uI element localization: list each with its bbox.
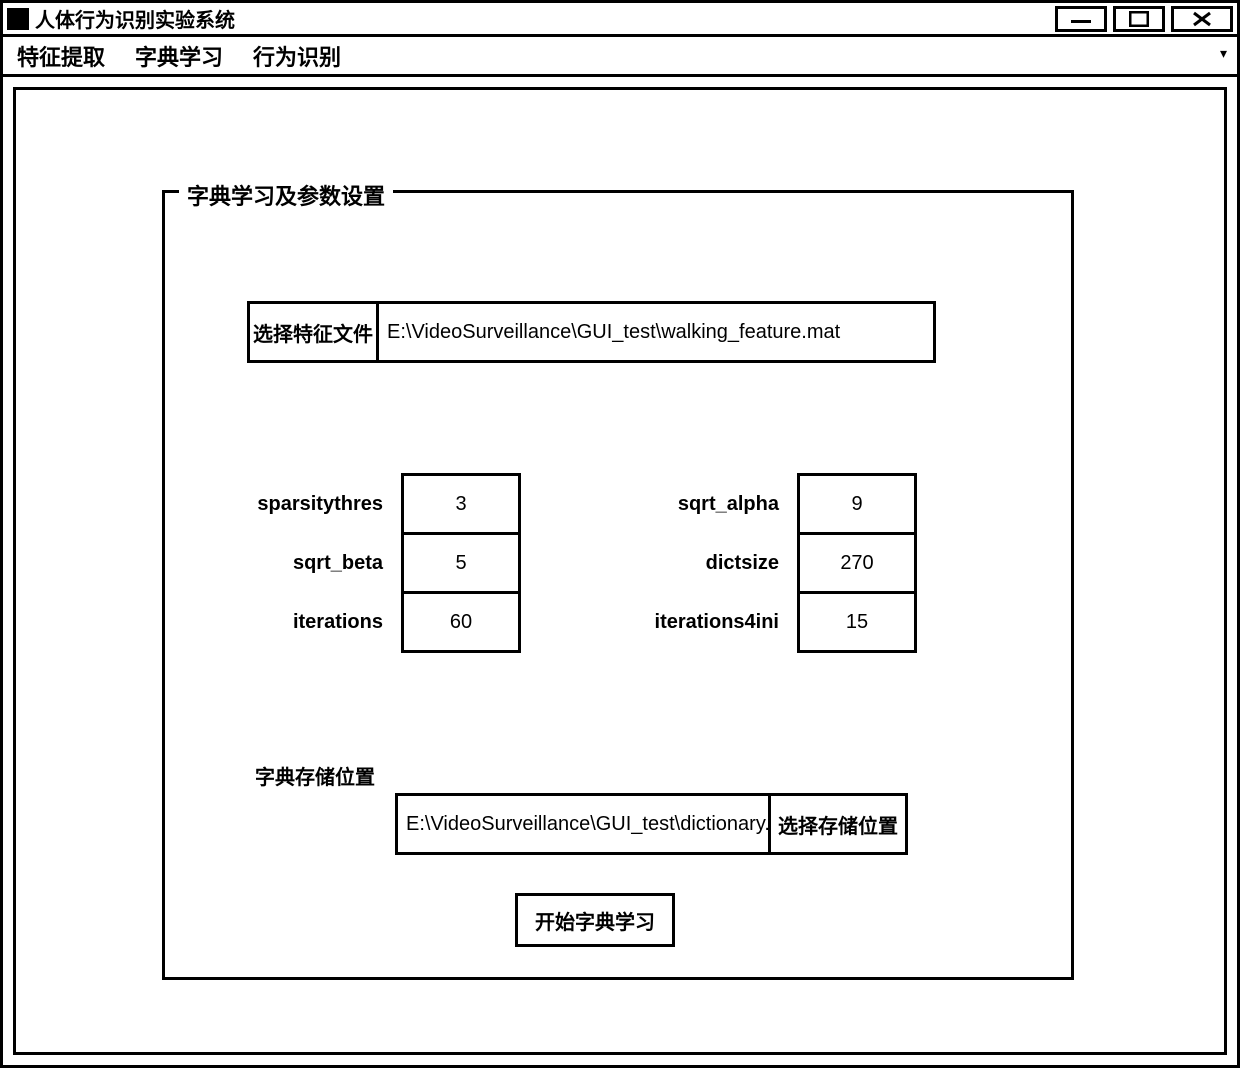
- window-title: 人体行为识别实验系统: [35, 4, 235, 33]
- close-icon: [1192, 11, 1212, 27]
- select-save-location-button[interactable]: 选择存储位置: [768, 793, 908, 855]
- menubar: 特征提取 字典学习 行为识别 ▾: [3, 37, 1237, 77]
- feature-file-path-field[interactable]: E:\VideoSurveillance\GUI_test\walking_fe…: [376, 301, 936, 363]
- label-sqrt-beta: sqrt_beta: [255, 552, 401, 575]
- param-sqrt-alpha: sqrt_alpha 9: [637, 473, 917, 535]
- param-iterations: iterations 60: [255, 591, 521, 653]
- save-location-label: 字典存储位置: [255, 761, 375, 790]
- groupbox-title: 字典学习及参数设置: [179, 179, 393, 211]
- minimize-button[interactable]: [1055, 6, 1107, 32]
- menu-action-recognition[interactable]: 行为识别: [253, 40, 341, 72]
- label-dictsize: dictsize: [637, 552, 797, 575]
- input-iterations4ini[interactable]: 15: [797, 591, 917, 653]
- menu-feature-extraction[interactable]: 特征提取: [17, 40, 105, 72]
- content-panel: 字典学习及参数设置 选择特征文件 E:\VideoSurveillance\GU…: [13, 87, 1227, 1055]
- menu-dictionary-learning[interactable]: 字典学习: [135, 40, 223, 72]
- start-dictionary-learning-button[interactable]: 开始字典学习: [515, 893, 675, 947]
- window-controls: [1055, 6, 1237, 32]
- label-iterations: iterations: [255, 611, 401, 634]
- app-window: 人体行为识别实验系统 特征提取 字典学习 行为识别 ▾ 字典学习及参数设置 选择…: [0, 0, 1240, 1068]
- param-dictsize: dictsize 270: [637, 532, 917, 594]
- param-sqrt-beta: sqrt_beta 5: [255, 532, 521, 594]
- input-iterations[interactable]: 60: [401, 591, 521, 653]
- label-iterations4ini: iterations4ini: [637, 611, 797, 634]
- close-button[interactable]: [1171, 6, 1233, 32]
- input-dictsize[interactable]: 270: [797, 532, 917, 594]
- dictionary-groupbox: 字典学习及参数设置 选择特征文件 E:\VideoSurveillance\GU…: [162, 190, 1074, 980]
- input-sqrt-beta[interactable]: 5: [401, 532, 521, 594]
- params-right-column: sqrt_alpha 9 dictsize 270 iterations4ini…: [637, 473, 917, 653]
- params-left-column: sparsitythres 3 sqrt_beta 5 iterations 6…: [255, 473, 521, 653]
- label-sparsitythres: sparsitythres: [255, 493, 401, 516]
- param-sparsitythres: sparsitythres 3: [255, 473, 521, 535]
- menu-overflow-icon[interactable]: ▾: [1220, 45, 1227, 62]
- titlebar-left: 人体行为识别实验系统: [3, 4, 235, 33]
- feature-file-row: 选择特征文件 E:\VideoSurveillance\GUI_test\wal…: [247, 301, 936, 363]
- select-feature-file-button[interactable]: 选择特征文件: [247, 301, 379, 363]
- client-area: 字典学习及参数设置 选择特征文件 E:\VideoSurveillance\GU…: [3, 77, 1237, 1065]
- app-icon: [7, 8, 29, 30]
- save-location-row: E:\VideoSurveillance\GUI_test\dictionary…: [395, 793, 908, 855]
- maximize-icon: [1129, 11, 1149, 27]
- param-iterations4ini: iterations4ini 15: [637, 591, 917, 653]
- input-sqrt-alpha[interactable]: 9: [797, 473, 917, 535]
- minimize-icon: [1069, 14, 1093, 24]
- titlebar: 人体行为识别实验系统: [3, 3, 1237, 37]
- input-sparsitythres[interactable]: 3: [401, 473, 521, 535]
- label-sqrt-alpha: sqrt_alpha: [637, 493, 797, 516]
- save-path-field[interactable]: E:\VideoSurveillance\GUI_test\dictionary…: [395, 793, 771, 855]
- maximize-button[interactable]: [1113, 6, 1165, 32]
